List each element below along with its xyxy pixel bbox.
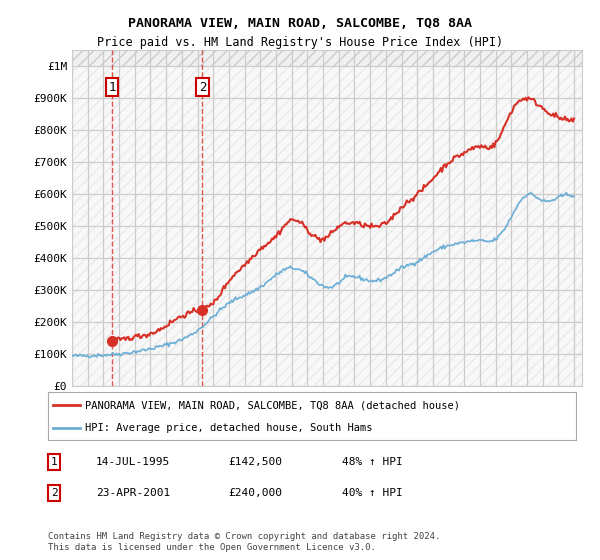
Text: 1: 1 — [50, 457, 58, 467]
Line: HPI: Average price, detached house, South Hams: HPI: Average price, detached house, Sout… — [72, 193, 574, 357]
HPI: Average price, detached house, South Hams: (1.99e+03, 9.04e+04): Average price, detached house, South Ham… — [85, 354, 92, 361]
Bar — [72, 226, 582, 258]
Bar — [72, 67, 582, 99]
Text: 2: 2 — [199, 81, 206, 94]
Text: 23-APR-2001: 23-APR-2001 — [96, 488, 170, 498]
Line: PANORAMA VIEW, MAIN ROAD, SALCOMBE, TQ8 8AA (detached house): PANORAMA VIEW, MAIN ROAD, SALCOMBE, TQ8 … — [113, 97, 574, 340]
HPI: Average price, detached house, South Hams: (2.02e+03, 5.93e+05): Average price, detached house, South Ham… — [571, 193, 578, 200]
PANORAMA VIEW, MAIN ROAD, SALCOMBE, TQ8 8AA (detached house) — [113, 337, 120, 344]
Bar — [72, 194, 582, 226]
PANORAMA VIEW, MAIN ROAD, SALCOMBE, TQ8 8AA (detached house) — [418, 188, 425, 194]
HPI: Average price, detached house, South Hams: (2.01e+03, 3.2e+05): Average price, detached house, South Ham… — [335, 281, 343, 287]
PANORAMA VIEW, MAIN ROAD, SALCOMBE, TQ8 8AA (detached house) — [402, 200, 409, 207]
HPI: Average price, detached house, South Hams: (2.01e+03, 3.81e+05): Average price, detached house, South Ham… — [403, 261, 410, 268]
PANORAMA VIEW, MAIN ROAD, SALCOMBE, TQ8 8AA (detached house) — [571, 115, 578, 122]
Bar — [72, 258, 582, 291]
Text: 40% ↑ HPI: 40% ↑ HPI — [342, 488, 403, 498]
HPI: Average price, detached house, South Hams: (2.01e+03, 3.59e+05): Average price, detached house, South Ham… — [277, 268, 284, 275]
Text: 48% ↑ HPI: 48% ↑ HPI — [342, 457, 403, 467]
Text: PANORAMA VIEW, MAIN ROAD, SALCOMBE, TQ8 8AA (detached house): PANORAMA VIEW, MAIN ROAD, SALCOMBE, TQ8 … — [85, 400, 460, 410]
Text: £240,000: £240,000 — [228, 488, 282, 498]
HPI: Average price, detached house, South Hams: (1.99e+03, 9.73e+04): Average price, detached house, South Ham… — [80, 352, 88, 358]
Text: HPI: Average price, detached house, South Hams: HPI: Average price, detached house, Sout… — [85, 423, 373, 433]
Bar — [72, 354, 582, 386]
Text: £142,500: £142,500 — [228, 457, 282, 467]
Text: Contains HM Land Registry data © Crown copyright and database right 2024.
This d: Contains HM Land Registry data © Crown c… — [48, 532, 440, 552]
PANORAMA VIEW, MAIN ROAD, SALCOMBE, TQ8 8AA (detached house) — [334, 223, 341, 230]
Bar — [72, 323, 582, 354]
HPI: Average price, detached house, South Hams: (1.99e+03, 9.65e+04): Average price, detached house, South Ham… — [68, 352, 76, 359]
Text: 1: 1 — [108, 81, 116, 94]
Text: 2: 2 — [50, 488, 58, 498]
HPI: Average price, detached house, South Hams: (2.02e+03, 6.05e+05): Average price, detached house, South Ham… — [563, 189, 570, 196]
Bar — [72, 130, 582, 162]
Text: PANORAMA VIEW, MAIN ROAD, SALCOMBE, TQ8 8AA: PANORAMA VIEW, MAIN ROAD, SALCOMBE, TQ8 … — [128, 17, 472, 30]
Text: Price paid vs. HM Land Registry's House Price Index (HPI): Price paid vs. HM Land Registry's House … — [97, 36, 503, 49]
Bar — [72, 162, 582, 194]
PANORAMA VIEW, MAIN ROAD, SALCOMBE, TQ8 8AA (detached house) — [275, 228, 282, 235]
Bar — [72, 99, 582, 130]
HPI: Average price, detached house, South Hams: (2e+03, 9.77e+04): Average price, detached house, South Ham… — [114, 352, 121, 358]
HPI: Average price, detached house, South Hams: (2.02e+03, 3.98e+05): Average price, detached house, South Ham… — [419, 256, 426, 263]
Bar — [72, 291, 582, 323]
Text: 14-JUL-1995: 14-JUL-1995 — [96, 457, 170, 467]
